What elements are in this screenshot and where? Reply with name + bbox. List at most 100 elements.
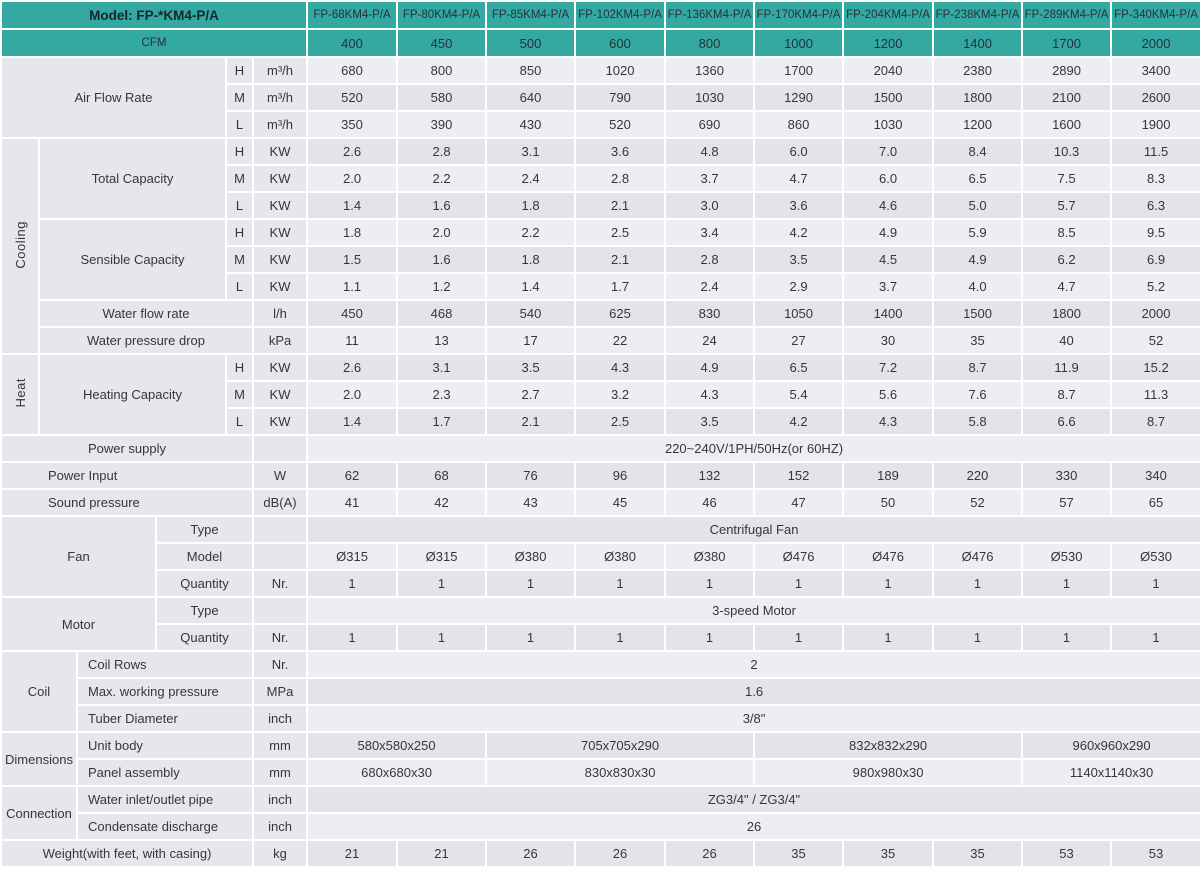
row-label: Type [155, 515, 254, 544]
unit-label: MPa [251, 677, 309, 706]
value-cell: 1.4 [485, 272, 577, 301]
value-cell: 6.0 [753, 137, 845, 166]
value-cell: 8.4 [932, 137, 1024, 166]
value-cell: 4.7 [753, 164, 845, 193]
value-cell: 1 [753, 569, 845, 598]
value-cell: 15.2 [1110, 353, 1200, 382]
value-cell: 4.9 [664, 353, 756, 382]
value-cell: 580 [396, 83, 488, 112]
value-cell: 790 [574, 83, 667, 112]
value-cell: 1.4 [306, 191, 399, 220]
speed-level-label: L [225, 272, 254, 301]
section-label: Cooling [0, 137, 40, 355]
value-cell: 1 [664, 623, 756, 652]
value-cell: 3.1 [396, 353, 488, 382]
value-cell: 3.1 [485, 137, 577, 166]
table-row: Cooling Total Capacity H KW 2.6 2.8 3.1 3.6 4.8 6… [0, 137, 1200, 355]
value-cell: 220 [932, 461, 1024, 490]
value-cell: Ø380 [574, 542, 667, 571]
unit-label: KW [251, 353, 309, 382]
value-cell: 41 [306, 488, 399, 517]
value-cell: 690 [664, 110, 756, 139]
table-row: Heat Heating Capacity H KW 2.6 3.1 3.5 4.3 4.9 6.… [0, 353, 1200, 436]
unit-label: dB(A) [251, 488, 309, 517]
row-label: Tuber Diameter [76, 704, 254, 733]
value-cell: 2.5 [574, 218, 667, 247]
value-cell: 1500 [842, 83, 935, 112]
value-cell: Ø315 [396, 542, 488, 571]
row-label: Quantity [155, 623, 254, 652]
value-cell: 1 [306, 569, 399, 598]
value-cell: 3.0 [664, 191, 756, 220]
table-row: Model Ø315 Ø315 Ø380 Ø380 Ø380 Ø476 Ø476 Ø476 Ø53… [1, 542, 1200, 571]
row-label: Water pressure drop [38, 326, 254, 355]
value-cell: 1140x1140x30 [1021, 758, 1200, 787]
value-cell: 850 [485, 56, 577, 85]
unit-label: inch [251, 704, 309, 733]
value-cell: 7.5 [1021, 164, 1113, 193]
model-header: FP-85KM4-P/A [485, 0, 577, 30]
value-cell: Ø380 [485, 542, 577, 571]
unit-label: Nr. [251, 569, 309, 598]
value-cell: 8.3 [1110, 164, 1200, 193]
value-cell: 1.4 [306, 407, 399, 436]
speed-level-label: L [225, 110, 254, 139]
value-cell: 2.2 [396, 164, 488, 193]
value-cell: 640 [485, 83, 577, 112]
row-label: Weight(with feet, with casing) [0, 839, 254, 868]
value-cell: 1.8 [485, 191, 577, 220]
value-cell: 340 [1110, 461, 1200, 490]
value-cell: 4.3 [842, 407, 935, 436]
unit-label: kPa [251, 326, 309, 355]
unit-label: KW [251, 218, 309, 247]
value-cell: 960x960x290 [1021, 731, 1200, 760]
table-row: Model: FP-*KM4-P/A FP-68KM4-P/A FP-80KM4-P… [0, 0, 1200, 30]
value-cell: 3.4 [664, 218, 756, 247]
value-cell: Ø476 [753, 542, 845, 571]
value-cell: 1 [1021, 623, 1113, 652]
value-cell: 26 [664, 839, 756, 868]
value-cell: 1700 [753, 56, 845, 85]
value-cell: 2.1 [574, 191, 667, 220]
vertical-section-label: Heat [12, 378, 28, 408]
value-cell: 2.8 [664, 245, 756, 274]
table-row: Power Input W 62 68 76 96 132 152 189 220 330 340 [0, 461, 1200, 490]
value-cell: 7.0 [842, 137, 935, 166]
value-cell: Ø530 [1021, 542, 1113, 571]
value-cell: 76 [485, 461, 577, 490]
value-cell: 2380 [932, 56, 1024, 85]
speed-level-label: M [225, 245, 254, 274]
cfm-value: 1200 [842, 28, 935, 58]
value-cell: 5.0 [932, 191, 1024, 220]
value-cell: 42 [396, 488, 488, 517]
row-label: Air Flow Rate [0, 56, 227, 139]
row-label: Condensate discharge [76, 812, 254, 841]
value-cell: 1 [664, 569, 756, 598]
unit-label: Nr. [251, 650, 309, 679]
section-label: Motor [0, 596, 157, 652]
value-cell: 11.5 [1110, 137, 1200, 166]
value-cell: 1800 [1021, 299, 1113, 328]
value-cell: 1800 [932, 83, 1024, 112]
model-header: FP-102KM4-P/A [574, 0, 667, 30]
row-label: Model [155, 542, 254, 571]
value-cell: 705x705x290 [485, 731, 756, 760]
value-cell: 860 [753, 110, 845, 139]
value-cell: 1.6 [396, 191, 488, 220]
value-cell: 1290 [753, 83, 845, 112]
value-cell: 43 [485, 488, 577, 517]
value-cell: 21 [396, 839, 488, 868]
value-cell: 21 [306, 839, 399, 868]
model-header: FP-204KM4-P/A [842, 0, 935, 30]
table-row: Condensate discharge inch 26 [1, 812, 1200, 841]
value-cell: 7.6 [932, 380, 1024, 409]
section-label: Dimensions [0, 731, 78, 787]
value-cell: 1900 [1110, 110, 1200, 139]
value-cell: 68 [396, 461, 488, 490]
value-cell: 7.2 [842, 353, 935, 382]
value-cell: 57 [1021, 488, 1113, 517]
model-header: FP-289KM4-P/A [1021, 0, 1113, 30]
